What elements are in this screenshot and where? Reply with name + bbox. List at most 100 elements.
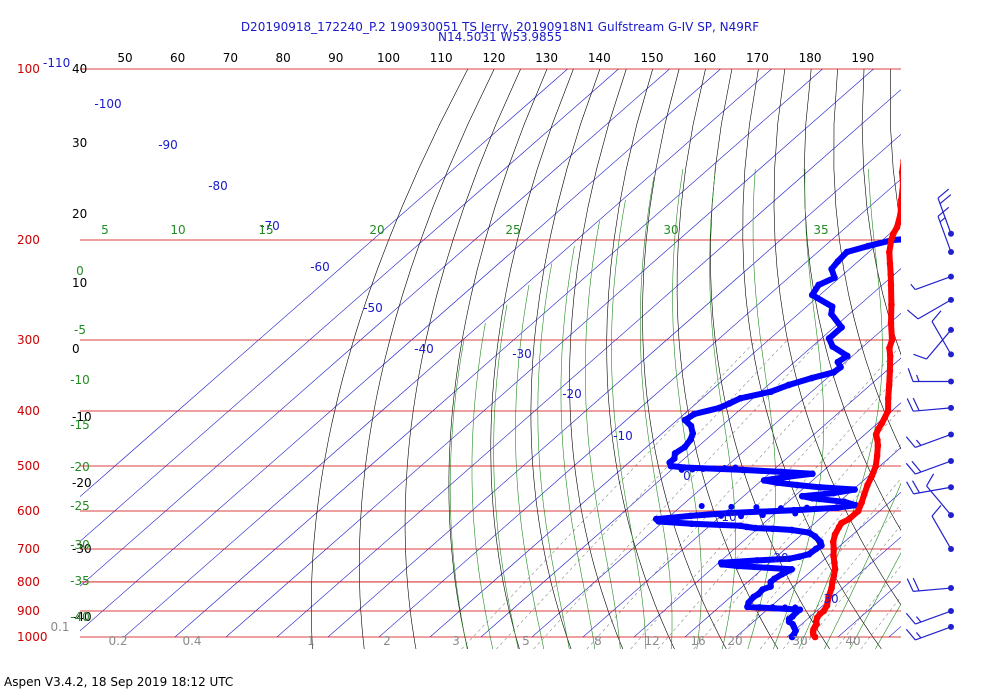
mixing-ratio-label: 20 [727, 634, 742, 648]
dewpoint-point [698, 503, 705, 510]
top-scale-label: 90 [328, 51, 343, 65]
wind-barb [905, 431, 954, 449]
isotherm-line [327, 133, 901, 638]
isotherm-line [174, 68, 823, 638]
moist-adiabat-line [672, 168, 702, 650]
wind-barb-feather [910, 283, 916, 290]
dewpoint-point [777, 505, 784, 512]
dewpoint-point [759, 512, 766, 519]
dewpoint-point [728, 503, 735, 510]
dewpoint-point [681, 443, 689, 451]
wind-barb [905, 608, 954, 625]
dewpoint-point [961, 232, 968, 239]
height-label: -40 [72, 610, 92, 624]
dewpoint-point [811, 533, 819, 540]
mixing-ratio-label: 8 [594, 634, 602, 648]
dewpoint-point [834, 358, 842, 366]
temperature-point [820, 607, 828, 615]
dewpoint-point [803, 504, 810, 511]
wind-barb [926, 473, 954, 519]
dewpoint-point [808, 374, 816, 382]
top-scale-label: 160 [693, 51, 716, 65]
dewpoint-point [756, 604, 763, 611]
isotherm-line [684, 447, 901, 638]
temperature-point [887, 319, 895, 327]
top-scale-label: 100 [377, 51, 400, 65]
dewpoint-point [726, 509, 733, 517]
mixing-ratio-label: 5 [522, 634, 530, 648]
dewpoint-point [778, 468, 785, 476]
dewpoint-point [671, 450, 679, 457]
temperature-point [887, 281, 895, 289]
isotherm-label: -40 [414, 342, 434, 356]
dry-adiabat-line [996, 69, 1000, 649]
temperature-point [889, 230, 897, 238]
dewpoint-point [788, 526, 796, 534]
dewpoint-point [809, 495, 816, 502]
temperature-point [825, 593, 832, 601]
dewpoint-point [786, 555, 793, 562]
dewpoint-point [838, 324, 845, 331]
height-label: 30 [72, 136, 87, 150]
isotherm-line [531, 312, 901, 638]
height-label: 0 [72, 342, 80, 356]
dewpoint-point [681, 416, 689, 424]
isotherm-label: 20 [773, 551, 788, 565]
dewpoint-point [808, 291, 816, 299]
dewpoint-point [778, 570, 786, 578]
dewpoint-point [785, 473, 793, 480]
top-scale-label: 60 [170, 51, 185, 65]
dewpoint-point [834, 257, 842, 265]
wind-barb-feather [939, 194, 952, 205]
temperature-point [887, 236, 895, 244]
isotherm-line [633, 402, 901, 638]
dewpoint-point [734, 562, 742, 570]
moist-adiabat-line [515, 284, 545, 650]
temperature-point [861, 490, 868, 498]
wind-barb-feather [907, 368, 914, 382]
temperature-point [829, 578, 836, 586]
dewpoint-point [816, 483, 824, 491]
moist-adiabat-label: -30 [70, 538, 90, 552]
mixing-ratio-line [657, 371, 901, 650]
dewpoint-point [796, 606, 804, 613]
dewpoint-point [760, 477, 768, 484]
dewpoint-point [851, 486, 858, 493]
dewpoint-point [796, 553, 803, 560]
temperature-point [831, 566, 839, 573]
mixing-ratio-label: 3 [452, 634, 460, 648]
moist-adiabat-line [449, 339, 468, 650]
wind-barb-feather [926, 473, 935, 487]
mixing-ratio-line [533, 339, 821, 650]
dewpoint-point [717, 559, 725, 567]
dewpoint-point [785, 381, 793, 389]
dewpoint-point [738, 513, 745, 520]
moist-adiabat-line [611, 199, 647, 649]
wind-barb [905, 458, 954, 475]
isobar-lines [80, 68, 901, 638]
temperature-point [893, 224, 901, 231]
wind-barb-shaft [913, 407, 952, 412]
isotherm-line [378, 178, 901, 638]
temperature-point [830, 552, 837, 560]
wind-barb-feather [905, 628, 916, 641]
temperature-point [886, 367, 894, 375]
isotherm-line [80, 68, 721, 632]
temperature-point [884, 407, 892, 415]
mixing-ratio-label: 16 [690, 634, 705, 648]
isotherm-label: 0 [683, 469, 691, 483]
pressure-label: 900 [17, 604, 40, 618]
pressure-label: 1000 [17, 630, 48, 644]
temperature-point [864, 481, 871, 489]
dewpoint-point [769, 525, 776, 533]
moist-adiabat-label: 20 [369, 223, 384, 237]
moist-adiabat-label: 10 [170, 223, 185, 237]
dewpoint-point [750, 593, 757, 601]
wind-barb-feather [905, 462, 916, 475]
pressure-label: 300 [17, 333, 40, 347]
dewpoint-point [829, 343, 836, 350]
top-scale-label: 120 [482, 51, 505, 65]
mixing-ratio-label: 30 [792, 634, 807, 648]
dewpoint-point [718, 512, 725, 519]
dewpoint-point [670, 455, 678, 462]
